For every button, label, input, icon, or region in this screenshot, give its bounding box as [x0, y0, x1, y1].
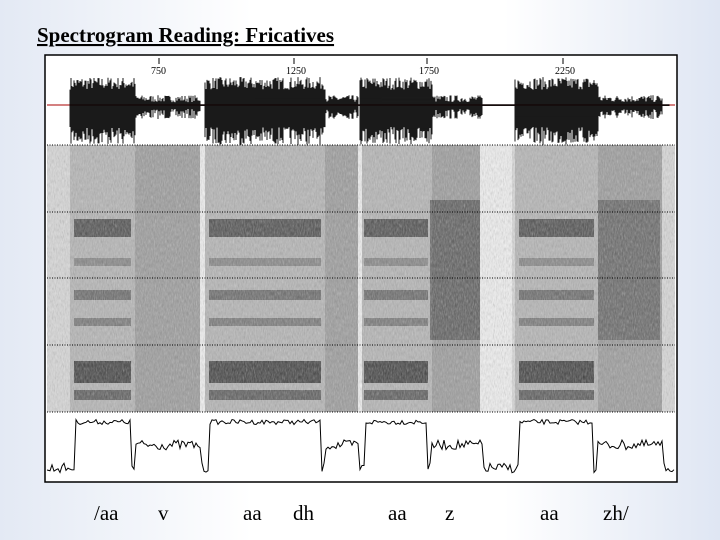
segment-label: aa — [388, 501, 407, 525]
noise-texture — [47, 145, 675, 412]
segment-label: dh — [293, 501, 315, 525]
time-tick-label: 750 — [151, 66, 166, 77]
slide-title: Spectrogram Reading: Fricatives — [37, 23, 334, 47]
segment-label: z — [445, 501, 454, 525]
time-tick-label: 1750 — [419, 66, 439, 77]
waveform-trace — [69, 77, 670, 145]
time-tick-label: 2250 — [555, 66, 575, 77]
labels: /aa v aa dh aa z aa zh/ — [94, 501, 629, 525]
spectrogram — [47, 145, 675, 412]
energy-trace — [46, 418, 675, 474]
frequency-lines — [47, 144, 675, 413]
segment-label: zh/ — [603, 501, 629, 525]
spectrogram-figure: 750 1250 1750 2250 — [44, 54, 678, 483]
segment-label: /aa — [94, 501, 119, 525]
segment-label: v — [158, 501, 169, 525]
waveform: 750 1250 1750 2250 — [47, 58, 675, 145]
segment-label: aa — [540, 501, 559, 525]
time-tick-label: 1250 — [286, 66, 306, 77]
segment-label: aa — [243, 501, 262, 525]
energy-contour — [46, 418, 675, 474]
